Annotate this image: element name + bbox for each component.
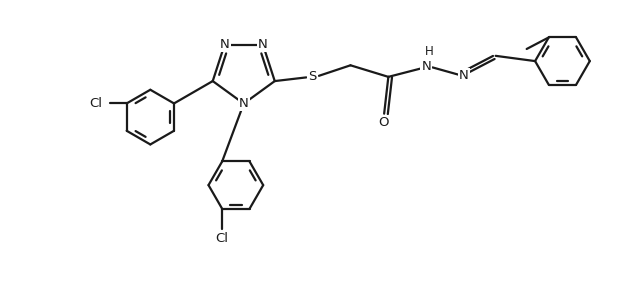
Text: O: O [378,116,388,129]
Text: H: H [424,45,433,58]
Text: N: N [220,38,230,51]
Text: Cl: Cl [89,97,102,110]
Text: N: N [421,60,431,73]
Text: Cl: Cl [216,232,228,245]
Text: S: S [308,70,317,83]
Text: N: N [239,97,248,110]
Text: N: N [460,69,469,82]
Text: N: N [258,38,268,51]
